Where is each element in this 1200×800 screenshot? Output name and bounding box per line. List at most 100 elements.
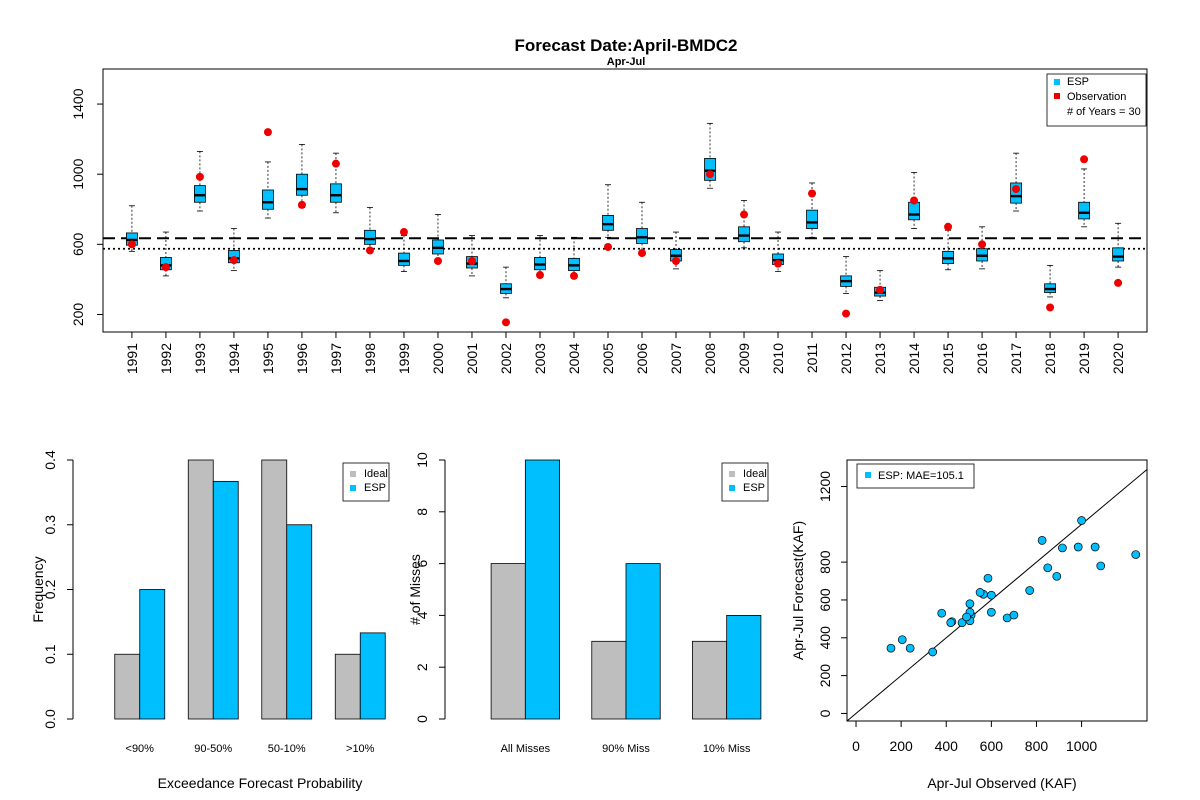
scatter-point bbox=[1052, 571, 1062, 581]
scatter-point bbox=[946, 618, 956, 628]
x-tick-label: 2016 bbox=[974, 343, 990, 374]
esp-box-2020 bbox=[1112, 247, 1124, 262]
exceedance-bar-esp bbox=[212, 480, 239, 720]
legend-box bbox=[1046, 73, 1147, 127]
esp-box-2008 bbox=[704, 158, 716, 181]
x-tick-label: 2012 bbox=[838, 343, 854, 374]
esp-box-2011 bbox=[806, 209, 818, 229]
observation-point-2003 bbox=[535, 271, 544, 280]
observation-point-2020 bbox=[1114, 278, 1123, 287]
exceedance-bar-ideal bbox=[187, 459, 214, 720]
exceedance-bar-esp bbox=[286, 524, 313, 720]
legend-label-observation: Observation bbox=[1067, 91, 1126, 103]
exceedance-bar-ideal bbox=[114, 653, 141, 720]
observation-point-2017 bbox=[1012, 185, 1021, 194]
scatter-point bbox=[928, 647, 938, 657]
legend-years-note: # of Years = 30 bbox=[1067, 106, 1141, 118]
esp-box-2009 bbox=[738, 226, 750, 243]
observation-point-1991 bbox=[127, 240, 136, 249]
misses-bar-ideal bbox=[591, 640, 627, 720]
esp-box-2014 bbox=[908, 201, 920, 221]
scatter-point bbox=[1037, 536, 1047, 545]
scatter-point bbox=[1025, 586, 1035, 595]
exceedance-y-tick-label: 0.4 bbox=[42, 450, 58, 470]
scatter-y-label: Apr-Jul Forecast(KAF) bbox=[790, 521, 806, 660]
legend-label-esp: ESP bbox=[364, 482, 386, 494]
esp-box-1996 bbox=[296, 173, 308, 196]
x-tick-label: 2011 bbox=[804, 343, 820, 373]
scatter-point bbox=[965, 599, 975, 609]
x-tick-label: 2010 bbox=[770, 343, 786, 374]
x-tick-label: 2009 bbox=[736, 343, 752, 374]
x-tick-label: 1992 bbox=[158, 343, 174, 374]
x-tick-label: 2008 bbox=[702, 343, 718, 374]
legend-label-ideal: Ideal bbox=[743, 468, 767, 480]
scatter-frame bbox=[846, 459, 1148, 722]
scatter-y-tick-label: 600 bbox=[817, 588, 833, 612]
scatter-panel: 0 200 400 600 800 1000 0 200 400 600 800 1200 Apr-Ju… bbox=[790, 459, 1148, 791]
legend-label-mae: ESP: MAE=105.1 bbox=[878, 470, 964, 482]
x-tick-label: 2007 bbox=[668, 343, 684, 374]
scatter-point bbox=[1058, 543, 1067, 553]
x-tick-label: 1998 bbox=[362, 343, 378, 374]
x-tick-label: 2015 bbox=[940, 343, 956, 374]
x-tick-label: 2000 bbox=[430, 343, 446, 374]
scatter-point bbox=[937, 608, 947, 618]
exceedance-y-label: Frequency bbox=[30, 556, 46, 622]
observation-point-1997 bbox=[331, 159, 340, 168]
legend-swatch-ideal bbox=[729, 471, 735, 477]
scatter-point bbox=[1009, 610, 1019, 620]
misses-bar-esp bbox=[726, 615, 762, 720]
exceedance-category-label: 50-10% bbox=[268, 743, 306, 755]
scatter-x-tick-label: 0 bbox=[852, 738, 860, 754]
exceedance-category-label: >10% bbox=[346, 743, 375, 755]
x-tick-label: 2005 bbox=[600, 343, 616, 374]
exceedance-bar-esp bbox=[359, 632, 386, 720]
x-tick-label: 2001 bbox=[464, 343, 480, 374]
x-tick-label: 1993 bbox=[192, 343, 208, 374]
scatter-point bbox=[987, 607, 996, 617]
legend-swatch-esp bbox=[865, 472, 871, 478]
observation-point-2008 bbox=[706, 170, 715, 179]
observation-point-2012 bbox=[842, 309, 851, 318]
observation-point-2013 bbox=[876, 285, 885, 294]
scatter-point bbox=[962, 612, 971, 622]
legend-box bbox=[342, 462, 390, 502]
esp-box-1995 bbox=[262, 189, 274, 210]
legend-box bbox=[856, 463, 975, 489]
observation-point-2001 bbox=[467, 256, 476, 265]
scatter-x-tick-label: 400 bbox=[935, 738, 959, 754]
misses-bar-panel: All Misses 90% Miss 10% Miss 0 2 4 6 8 10 # of Mi… bbox=[407, 452, 769, 755]
page-subtitle: Apr-Jul bbox=[607, 56, 646, 68]
observation-point-1999 bbox=[399, 228, 408, 237]
x-tick-label: 2019 bbox=[1076, 343, 1092, 374]
exceedance-x-label: Exceedance Forecast Probability bbox=[158, 775, 363, 791]
exceedance-bar-panel: <90% 90-50% 50-10% >10% 0.0 0.1 0.2 0.3 0.4 Frequ… bbox=[30, 450, 390, 791]
esp-box-1993 bbox=[194, 185, 206, 203]
x-tick-label: 1999 bbox=[396, 343, 412, 374]
esp-box-2005 bbox=[602, 215, 614, 231]
misses-y-tick-label: 2 bbox=[414, 663, 430, 671]
x-tick-label: 2003 bbox=[532, 343, 548, 374]
misses-category-label: All Misses bbox=[501, 743, 551, 755]
esp-box-2006 bbox=[636, 228, 648, 244]
scatter-point bbox=[975, 588, 985, 597]
legend-swatch-observation bbox=[1054, 93, 1060, 99]
x-tick-label: 2020 bbox=[1110, 343, 1126, 374]
legend-label-esp: ESP bbox=[743, 482, 765, 494]
scatter-point bbox=[1077, 516, 1086, 525]
misses-y-tick-label: 8 bbox=[414, 508, 430, 516]
page-title: Forecast Date:April-BMDC2 bbox=[515, 36, 738, 55]
x-tick-label: 2002 bbox=[498, 343, 514, 374]
observation-point-2010 bbox=[774, 259, 783, 268]
scatter-x-tick-label: 600 bbox=[980, 738, 1004, 754]
misses-y-tick-label: 0 bbox=[414, 715, 430, 723]
esp-box-1997 bbox=[330, 183, 342, 203]
misses-legend: Ideal ESP bbox=[721, 462, 769, 502]
exceedance-legend: Ideal ESP bbox=[342, 462, 390, 502]
esp-box-1999 bbox=[398, 252, 410, 266]
scatter-x-tick-label: 800 bbox=[1025, 738, 1049, 754]
legend-swatch-esp bbox=[350, 485, 356, 491]
scatter-point bbox=[987, 590, 996, 600]
